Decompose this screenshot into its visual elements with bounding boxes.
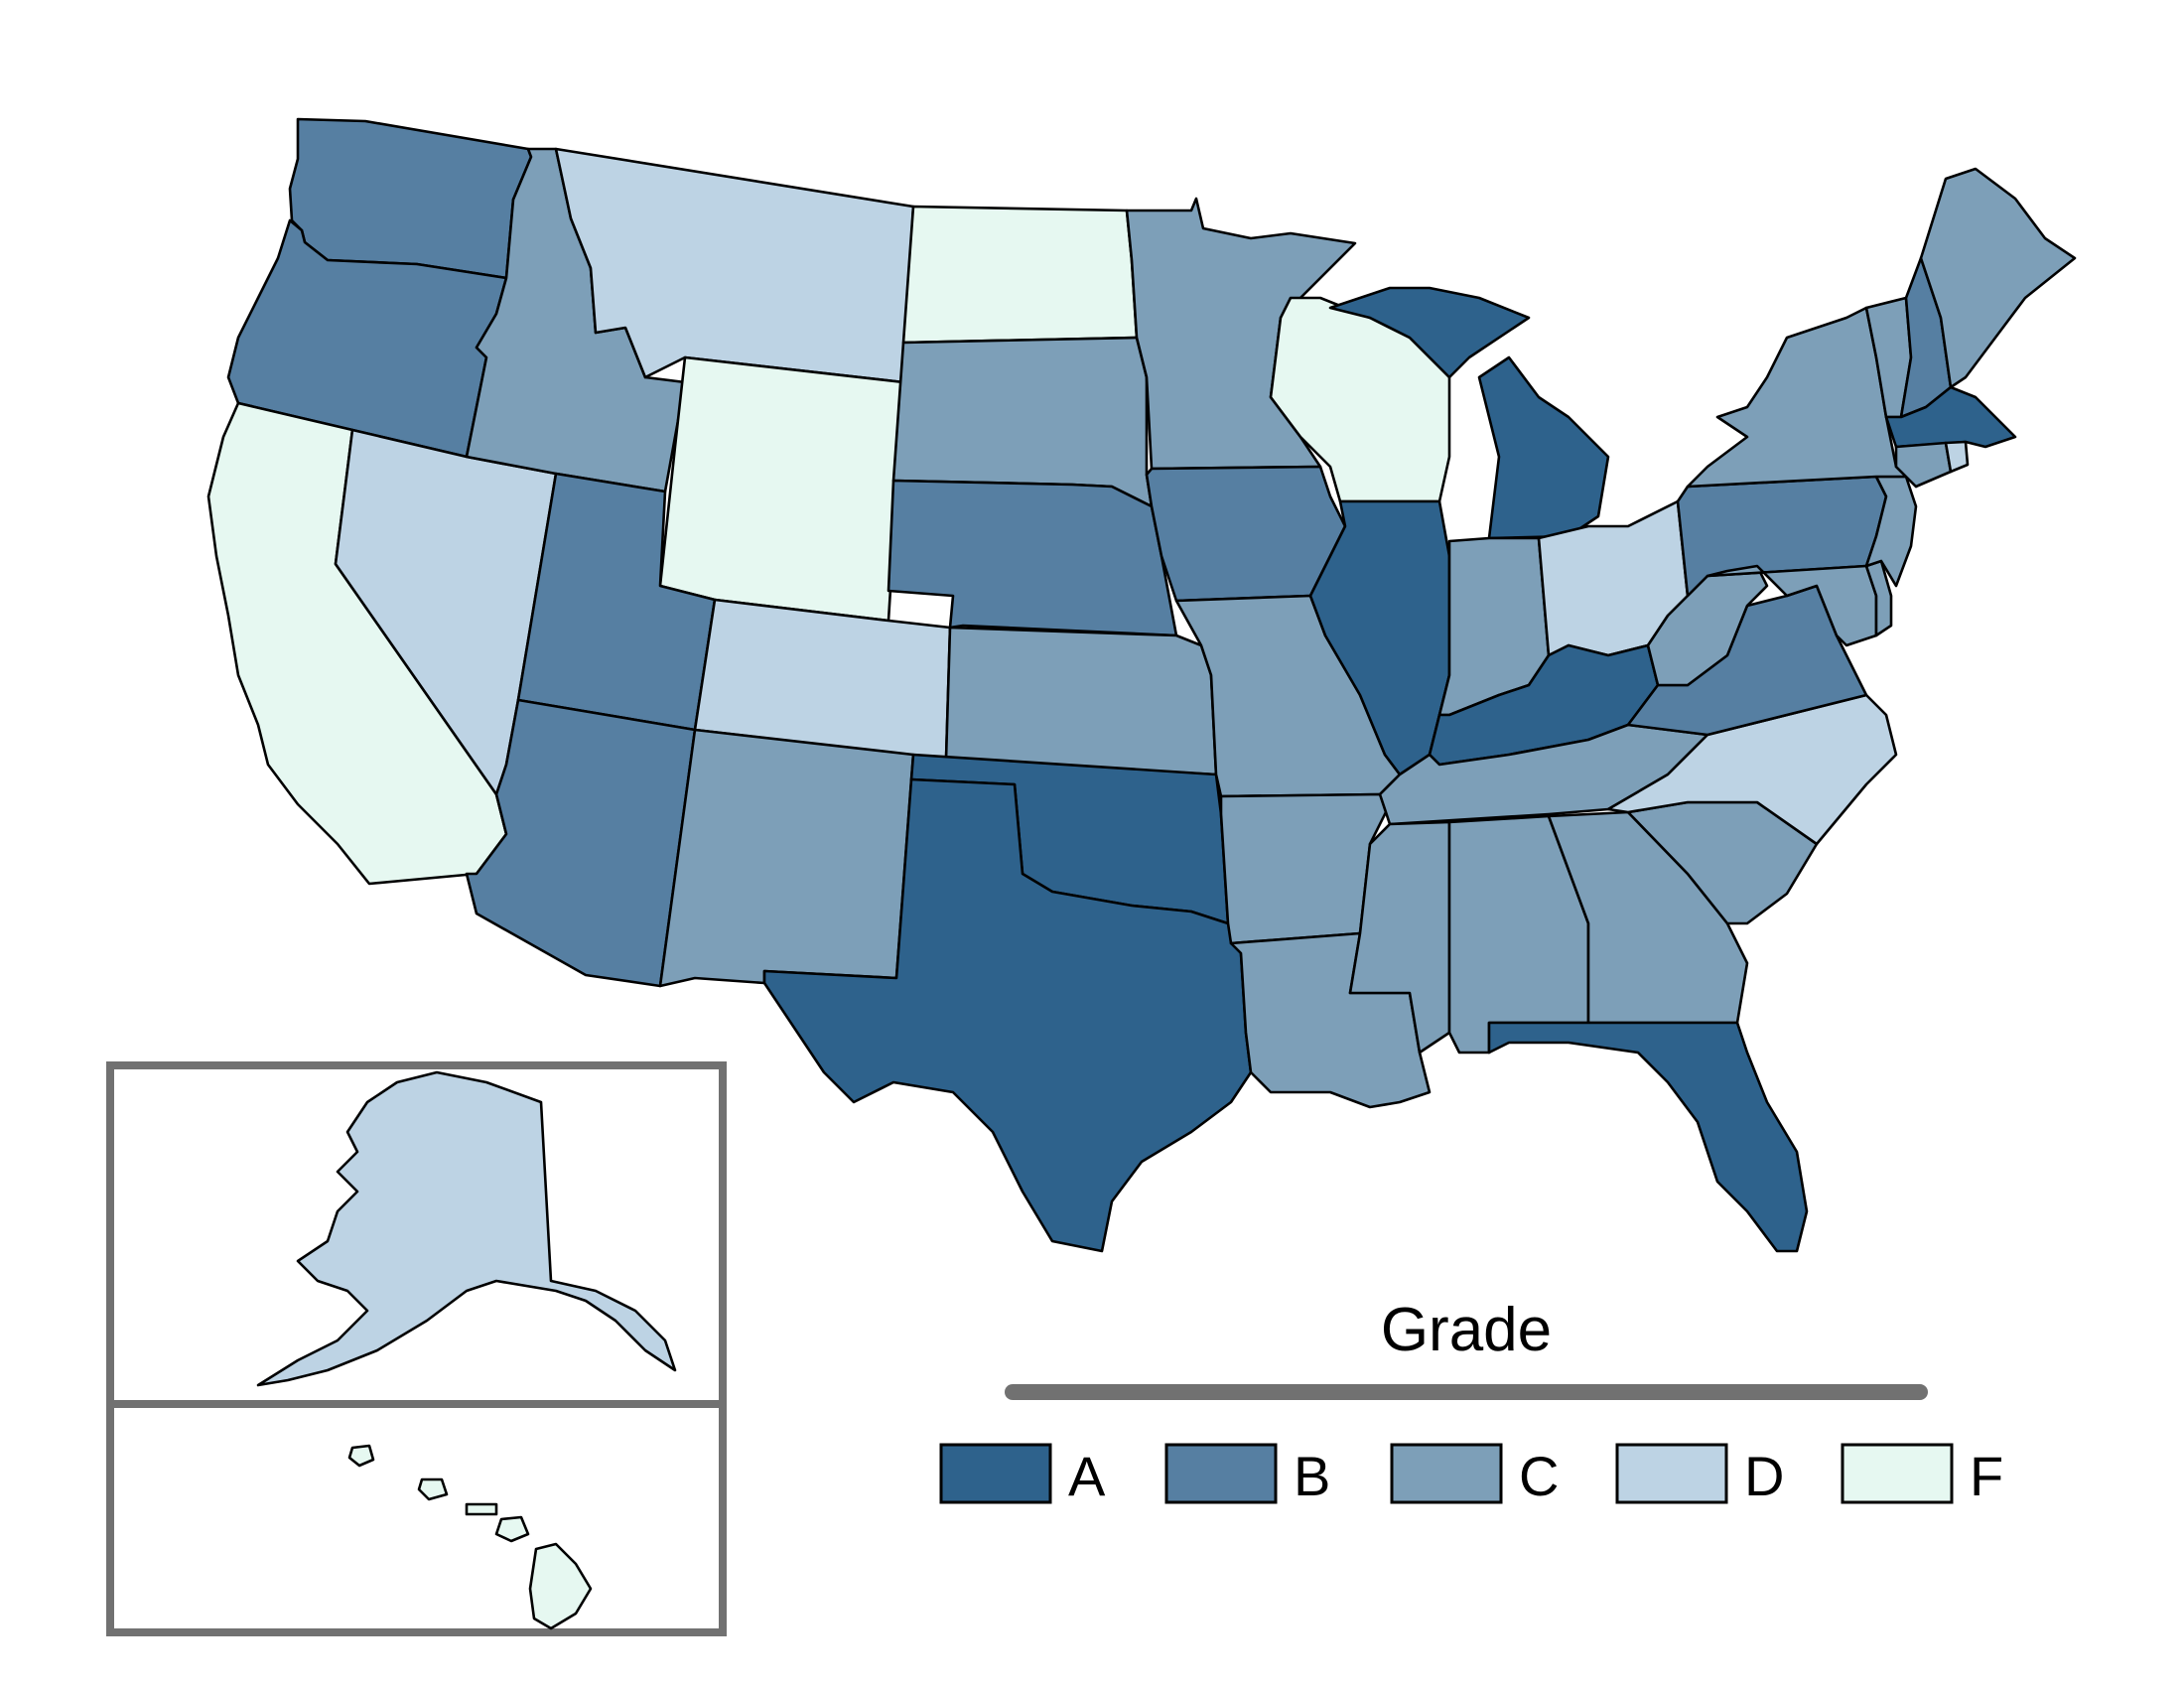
state-wisconsin [1269,296,1451,503]
state-west-virginia [1646,564,1769,687]
inset-panels [106,1061,727,1636]
hawaii-kauai [347,1444,375,1468]
legend-item-f: F [1841,1443,2003,1507]
state-new-jersey [1864,475,1918,588]
legend-swatch-a [939,1443,1052,1504]
hawaii-oahu [417,1477,449,1501]
state-kansas [944,626,1218,776]
legend-item-b: B [1164,1443,1330,1507]
state-maine [1919,167,2077,389]
legend-swatch-b [1164,1443,1278,1504]
legend-label-b: B [1294,1445,1330,1507]
legend-item-c: C [1390,1443,1559,1507]
hawaii-big-island [528,1542,593,1630]
state-texas [762,777,1253,1253]
legend-label-c: C [1519,1445,1559,1507]
legend-item-a: A [939,1443,1106,1507]
legend-item-d: D [1615,1443,1784,1507]
legend-label-f: F [1970,1445,2003,1507]
hawaii-inset-frame [106,1400,727,1636]
state-north-carolina [1606,693,1898,846]
legend-label-a: A [1068,1445,1106,1507]
legend-swatch-d [1615,1443,1728,1504]
legend: Grade A B C D F [939,1296,2003,1507]
state-hawaii [347,1444,593,1630]
state-alaska [256,1070,677,1387]
state-wyoming [658,355,905,623]
state-north-dakota [901,205,1139,345]
legend-swatch-c [1390,1443,1503,1504]
legend-label-d: D [1744,1445,1784,1507]
state-new-york [1686,306,1918,489]
hawaii-maui [494,1515,530,1543]
state-connecticut [1894,441,1953,489]
states-layer [206,117,2077,1253]
legend-swatch-f [1841,1443,1954,1504]
state-new-mexico [658,728,915,988]
legend-title: Grade [1381,1296,1552,1364]
state-rhode-island [1944,440,1970,474]
state-washington [288,117,533,280]
state-michigan [1328,286,1610,540]
state-florida [1487,1021,1809,1253]
state-iowa [1145,465,1347,603]
hawaii-molokai [465,1502,498,1516]
